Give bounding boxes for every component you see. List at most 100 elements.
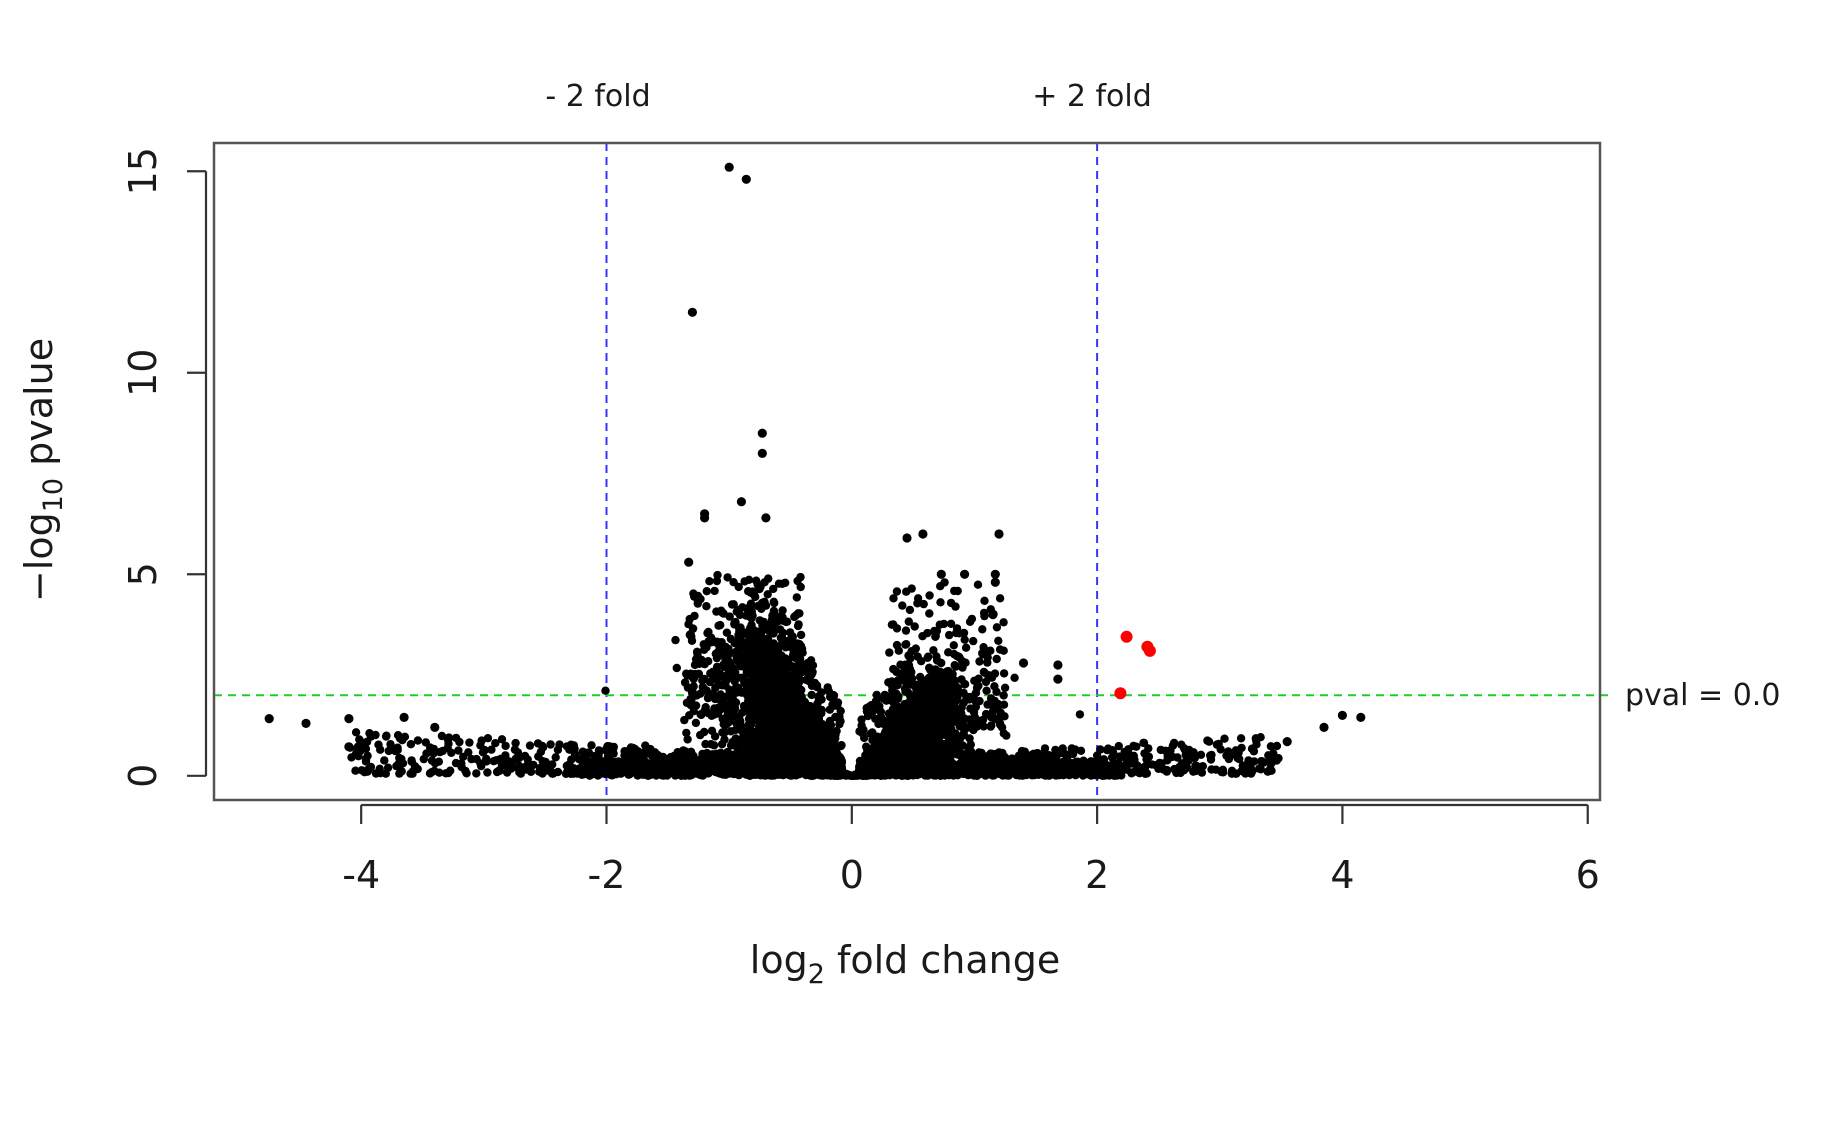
data-point xyxy=(893,641,901,649)
data-point xyxy=(982,687,990,695)
data-point xyxy=(793,593,801,601)
data-point xyxy=(902,640,910,648)
data-point xyxy=(998,723,1006,731)
data-point xyxy=(910,749,918,757)
data-point xyxy=(957,709,965,717)
data-point xyxy=(934,702,942,710)
data-point xyxy=(685,711,693,719)
data-point xyxy=(770,599,778,607)
data-point xyxy=(747,681,755,689)
data-point xyxy=(682,670,690,678)
data-point xyxy=(906,697,914,705)
data-point xyxy=(730,600,738,608)
data-point xyxy=(898,601,906,609)
data-point xyxy=(884,733,892,741)
data-points xyxy=(265,163,1366,780)
data-point xyxy=(944,686,952,694)
data-point xyxy=(794,620,802,628)
data-point xyxy=(727,660,735,668)
data-point xyxy=(826,742,834,750)
data-point xyxy=(914,652,922,660)
data-point xyxy=(980,597,988,605)
data-point xyxy=(796,573,804,581)
data-point xyxy=(747,588,755,596)
data-point xyxy=(777,641,785,649)
data-point xyxy=(738,689,746,697)
data-point xyxy=(747,601,755,609)
data-point xyxy=(788,634,796,642)
data-point xyxy=(758,734,766,742)
data-point xyxy=(730,670,738,678)
data-point xyxy=(987,721,995,729)
data-point xyxy=(970,708,978,716)
data-point xyxy=(769,685,777,693)
data-point xyxy=(688,687,696,695)
data-point xyxy=(601,687,609,695)
data-point xyxy=(942,746,950,754)
data-point xyxy=(923,654,931,662)
data-point xyxy=(689,624,697,632)
data-point xyxy=(951,661,959,669)
data-point xyxy=(723,701,731,709)
data-point xyxy=(992,688,1000,696)
data-point xyxy=(940,578,948,586)
data-point xyxy=(917,691,925,699)
data-point xyxy=(965,715,973,723)
data-point xyxy=(999,618,1007,626)
data-point xyxy=(700,640,708,648)
data-point xyxy=(690,612,698,620)
data-point xyxy=(832,727,840,735)
data-point xyxy=(783,663,791,671)
data-point xyxy=(922,679,930,687)
data-point xyxy=(927,689,935,697)
data-point xyxy=(718,638,726,646)
data-point xyxy=(736,623,744,631)
data-point xyxy=(964,723,972,731)
data-point xyxy=(718,740,726,748)
data-point xyxy=(729,738,737,746)
data-point xyxy=(975,657,983,665)
data-point xyxy=(836,717,844,725)
data-point xyxy=(819,723,827,731)
data-point xyxy=(778,606,786,614)
data-point xyxy=(718,672,726,680)
data-point xyxy=(750,701,758,709)
data-point xyxy=(795,640,803,648)
data-point xyxy=(1076,710,1084,718)
data-point xyxy=(893,624,901,632)
data-point xyxy=(805,748,813,756)
data-point xyxy=(981,648,989,656)
data-point xyxy=(747,736,755,744)
data-point xyxy=(730,639,738,647)
data-point xyxy=(777,683,785,691)
data-point xyxy=(692,719,700,727)
data-point xyxy=(933,714,941,722)
data-point xyxy=(741,645,749,653)
data-point xyxy=(974,581,982,589)
data-point xyxy=(793,685,801,693)
data-point xyxy=(785,700,793,708)
data-point xyxy=(951,602,959,610)
data-point xyxy=(867,701,875,709)
data-point xyxy=(936,692,944,700)
data-point xyxy=(770,639,778,647)
data-point xyxy=(889,594,897,602)
data-point xyxy=(700,686,708,694)
data-point xyxy=(769,585,777,593)
data-point xyxy=(983,658,991,666)
data-point xyxy=(714,707,722,715)
data-point xyxy=(808,691,816,699)
data-point xyxy=(950,587,958,595)
data-point xyxy=(797,695,805,703)
data-point xyxy=(746,662,754,670)
data-point xyxy=(696,595,704,603)
data-point xyxy=(755,638,763,646)
data-point xyxy=(889,748,897,756)
data-point xyxy=(918,632,926,640)
data-point xyxy=(695,660,703,668)
data-point xyxy=(738,709,746,717)
data-point xyxy=(958,657,966,665)
data-point xyxy=(755,722,763,730)
data-point xyxy=(994,637,1002,645)
